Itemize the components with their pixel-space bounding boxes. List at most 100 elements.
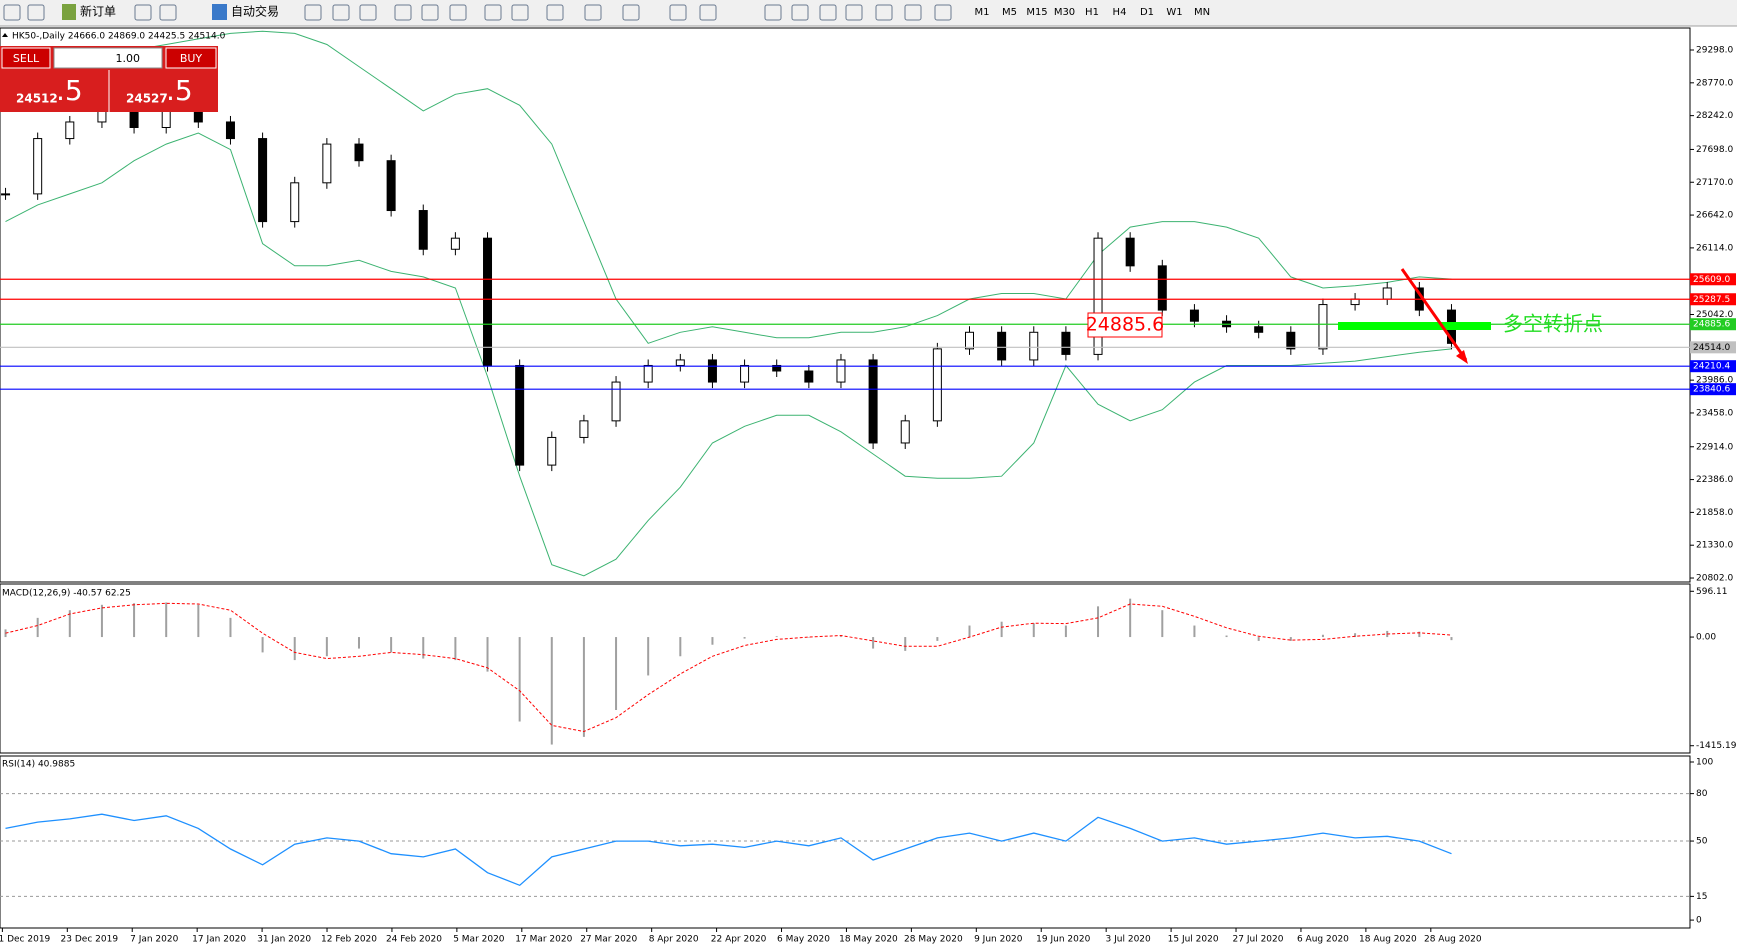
macd-bar [582,637,585,737]
x-tick-label: 17 Mar 2020 [515,935,572,945]
buy-label[interactable]: BUY [180,52,203,65]
candle [1029,331,1039,361]
toolbar-icon [699,4,717,21]
candle [836,359,846,383]
y-tick-label: 26642.0 [1696,211,1733,221]
timeframe-button[interactable]: H4 [1113,7,1127,18]
toolbar-icon [449,4,467,21]
toolbar-icon [421,4,439,21]
candle [483,237,493,366]
buy-price[interactable]: 24527 [126,92,168,106]
macd-bar [68,610,71,638]
trade-panel: SELL 1.00 BUY 24512 .5 24527 .5 [0,46,218,112]
macd-bar [486,637,489,672]
new-order-button[interactable]: 新订单 [80,4,116,19]
y-tick-label: 28242.0 [1696,111,1733,121]
sell-price[interactable]: 24512 [16,92,58,106]
x-tick-label: 28 Aug 2020 [1424,935,1482,945]
macd-bar [1000,621,1003,638]
candle [1254,326,1264,333]
auto-trading-button[interactable]: 自动交易 [231,4,279,19]
toolbar-icon [669,4,687,21]
macd-bar [1321,634,1324,638]
sell-label[interactable]: SELL [13,52,40,65]
candle [740,364,750,383]
buy-button[interactable] [165,47,217,69]
y-tick-label: 29298.0 [1696,46,1733,56]
x-tick-label: 6 May 2020 [777,935,830,945]
macd-bar [647,637,650,676]
sell-button[interactable] [1,47,51,69]
macd-bar [968,625,971,638]
x-tick-label: 17 Jan 2020 [192,935,246,945]
macd-bar [711,637,714,645]
timeframe-button[interactable]: H1 [1085,7,1099,18]
toolbar-icon [904,4,922,21]
x-tick-label: 31 Jan 2020 [257,935,311,945]
x-tick-label: 12 Feb 2020 [321,935,377,945]
timeframe-button[interactable]: MN [1194,7,1210,18]
y-tick-label: 22386.0 [1696,475,1733,485]
timeframe-button[interactable]: M5 [1002,7,1017,18]
pane-title: RSI(14) 40.9885 [2,760,75,770]
lot-value[interactable]: 1.00 [116,52,141,65]
y-tick-label: 21330.0 [1696,541,1733,551]
price-level-label: 24210.4 [1693,362,1730,372]
timeframe-button[interactable]: M15 [1026,7,1047,18]
candle [997,331,1007,361]
timeframe-button[interactable]: D1 [1140,7,1154,18]
rsi-line [5,813,1452,887]
buy-pips[interactable]: .5 [166,74,193,107]
candle [1125,237,1135,267]
macd-bar [454,637,457,661]
timeframe-button[interactable]: M30 [1054,7,1075,18]
auto-trading-icon[interactable] [212,4,227,20]
x-tick-label: 18 Aug 2020 [1359,935,1417,945]
macd-signal [5,602,1452,733]
toolbar-icon [511,4,529,21]
pane-title: MACD(12,26,9) -40.57 62.25 [2,589,131,599]
x-tick-label: 27 Jul 2020 [1233,935,1284,945]
macd-bar [1032,623,1035,638]
price-level-label: 24885.6 [1693,320,1730,330]
macd-bar [1354,633,1357,638]
x-tick-label: 1 Dec 2019 [0,935,51,945]
y-tick-label: 100 [1696,758,1713,768]
y-tick-label: 28770.0 [1696,78,1733,88]
candle [1157,265,1167,311]
macd-bar [743,637,746,639]
timeframe-button[interactable]: W1 [1166,7,1182,18]
macd-bar [904,637,907,651]
macd-bar [261,637,264,653]
macd-bar [1129,598,1132,638]
lot-input[interactable] [53,47,163,69]
macd-bar [100,604,103,638]
annotation-price: 24885.6 [1086,314,1165,336]
macd-bar [1225,635,1228,638]
bollinger-lower [5,132,1452,577]
toolbar-icon [134,4,152,21]
macd-bar [1193,625,1196,638]
toolbar-icon [622,4,640,21]
macd-bar [165,602,168,638]
candle [33,138,43,195]
candle [611,381,621,422]
candle [258,138,268,223]
macd-bar [775,636,778,638]
candle [900,420,910,444]
candle [868,359,878,444]
timeframe-button[interactable]: M1 [975,7,990,18]
macd-bar [325,637,328,657]
toolbar-icon [359,4,377,21]
toolbar-icon [27,4,45,21]
y-tick-label: 26114.0 [1696,243,1733,253]
toolbar-icon [764,4,782,21]
candle [707,359,717,383]
macd-bar [615,637,618,711]
toolbar-icon [819,4,837,21]
candle [129,110,139,129]
y-tick-label: 0 [1696,916,1702,926]
sell-pips[interactable]: .5 [56,74,83,107]
new-order-icon[interactable] [62,4,76,20]
price-level-tag [1690,273,1736,286]
